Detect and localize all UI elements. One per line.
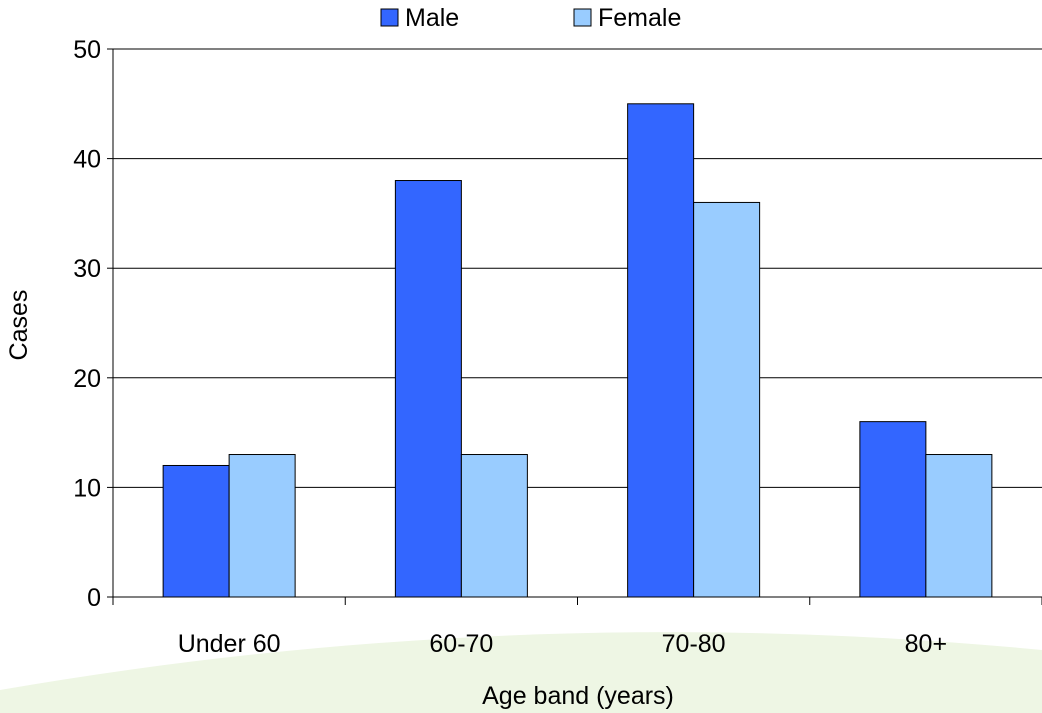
y-tick-label: 20 bbox=[73, 365, 101, 393]
x-tick-label: 80+ bbox=[905, 630, 947, 658]
y-tick-label: 40 bbox=[73, 146, 101, 174]
bar-female-0 bbox=[228, 454, 296, 598]
bar-female-2 bbox=[693, 201, 761, 598]
bar-male-2 bbox=[627, 103, 695, 598]
x-tick-label: 60-70 bbox=[429, 630, 493, 658]
x-tick-label: Under 60 bbox=[178, 630, 281, 658]
background-swoosh bbox=[0, 632, 1042, 713]
bar-male-3 bbox=[859, 421, 927, 598]
y-tick-label: 50 bbox=[73, 36, 101, 64]
y-tick-label: 30 bbox=[73, 255, 101, 283]
bar-female-3 bbox=[925, 454, 993, 598]
x-tick-label: 70-80 bbox=[662, 630, 726, 658]
x-tick-labels: Under 60 60-70 70-80 80+ bbox=[178, 630, 947, 658]
legend-label-female: Female bbox=[598, 4, 681, 32]
y-tick-label: 10 bbox=[73, 474, 101, 502]
bar-male-0 bbox=[162, 464, 230, 598]
legend-label-male: Male bbox=[405, 4, 459, 32]
axes bbox=[112, 49, 1042, 605]
x-axis-title: Age band (years) bbox=[482, 682, 674, 710]
y-axis-title: Cases bbox=[5, 290, 33, 361]
legend: Male Female bbox=[380, 4, 681, 32]
y-tick-label: 0 bbox=[87, 584, 101, 612]
bars bbox=[162, 103, 993, 598]
y-tick-labels: 0 10 20 30 40 50 bbox=[73, 36, 101, 612]
legend-swatch-male bbox=[380, 8, 399, 27]
legend-swatch-female bbox=[573, 8, 592, 27]
bar-female-1 bbox=[460, 454, 528, 598]
bar-male-1 bbox=[394, 180, 462, 598]
